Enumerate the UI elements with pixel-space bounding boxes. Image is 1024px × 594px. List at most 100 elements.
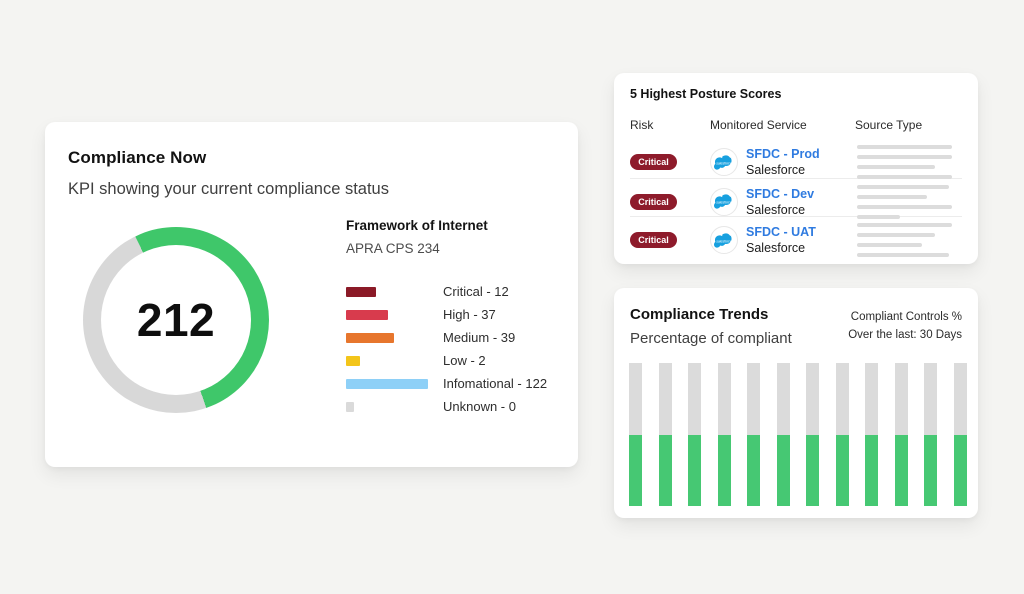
column-header-risk: Risk xyxy=(630,118,654,132)
svg-text:salesforce: salesforce xyxy=(716,200,732,204)
trend-bar-noncompliant-segment xyxy=(953,363,967,435)
trend-bar-noncompliant-segment xyxy=(894,363,908,435)
service-text-block: SFDC - Dev Salesforce xyxy=(746,186,814,218)
column-header-monitored-service: Monitored Service xyxy=(710,118,807,132)
legend-item-label: High - 37 xyxy=(443,307,496,322)
risk-cell: Critical xyxy=(630,154,710,170)
legend-item: Critical - 12 xyxy=(346,280,561,303)
trend-bar-compliant-segment xyxy=(688,434,702,506)
compliance-now-card: Compliance Now KPI showing your current … xyxy=(45,122,578,467)
legend-severity-bar xyxy=(346,309,388,320)
svg-text:salesforce: salesforce xyxy=(716,239,732,243)
service-text-block: SFDC - UAT Salesforce xyxy=(746,224,816,256)
salesforce-icon: salesforce xyxy=(710,148,738,176)
trend-bar xyxy=(806,363,820,506)
trends-header: Compliance Trends Percentage of complian… xyxy=(630,306,962,347)
trend-bar-compliant-segment xyxy=(806,434,820,506)
service-type-label: Salesforce xyxy=(746,241,806,255)
service-text-block: SFDC - Prod Salesforce xyxy=(746,146,820,178)
posture-scores-card: 5 Highest Posture Scores Risk Monitored … xyxy=(614,73,978,264)
trend-bar-compliant-segment xyxy=(776,434,790,506)
monitored-service-cell: salesforce SFDC - Dev Salesforce xyxy=(710,186,855,218)
trend-bar-compliant-segment xyxy=(629,434,642,506)
legend-item-label: Critical - 12 xyxy=(443,284,509,299)
service-type-label: Salesforce xyxy=(746,163,806,177)
trend-bar-noncompliant-segment xyxy=(924,363,938,435)
legend-bar-column xyxy=(346,332,443,343)
trends-meta: Compliant Controls % Over the last: 30 D… xyxy=(848,306,962,347)
compliance-now-subtitle: KPI showing your current compliance stat… xyxy=(68,180,389,198)
skeleton-line xyxy=(857,253,949,257)
severity-legend-list: Critical - 12 High - 37 Medium - 39 xyxy=(346,280,561,418)
donut-hole: 212 xyxy=(101,245,251,395)
legend-item-label: Unknown - 0 xyxy=(443,399,516,414)
trend-bar xyxy=(865,363,879,506)
trend-bar-chart xyxy=(629,363,967,506)
trend-bar-noncompliant-segment xyxy=(717,363,731,435)
trend-bar-noncompliant-segment xyxy=(806,363,820,435)
trend-bar-compliant-segment xyxy=(747,434,761,506)
trend-bar-noncompliant-segment xyxy=(688,363,702,435)
trend-bar xyxy=(776,363,790,506)
trend-bar-noncompliant-segment xyxy=(776,363,790,435)
donut-center-value: 212 xyxy=(136,294,216,346)
legend-bar-column xyxy=(346,378,443,389)
salesforce-icon: salesforce xyxy=(710,187,738,216)
trend-bar xyxy=(629,363,642,506)
trend-bar-compliant-segment xyxy=(865,434,879,506)
trend-bar xyxy=(835,363,849,506)
table-row: Critical salesforce SFDC - UAT Salesforc… xyxy=(630,216,962,257)
skeleton-line xyxy=(857,145,952,149)
skeleton-line xyxy=(857,223,952,227)
trend-bar-compliant-segment xyxy=(953,434,967,506)
trends-meta-period: Over the last: 30 Days xyxy=(848,329,962,341)
trends-title: Compliance Trends xyxy=(630,306,769,323)
trend-bar-noncompliant-segment xyxy=(658,363,672,435)
trend-bar-compliant-segment xyxy=(717,434,731,506)
legend-severity-bar xyxy=(346,286,376,297)
compliance-donut-chart: 212 xyxy=(83,227,269,413)
trends-title-block: Compliance Trends Percentage of complian… xyxy=(630,306,792,347)
skeleton-line xyxy=(857,175,952,179)
service-name-link[interactable]: SFDC - Prod xyxy=(746,147,820,161)
trend-bar-compliant-segment xyxy=(894,434,908,506)
legend-item-label: Low - 2 xyxy=(443,353,486,368)
skeleton-line xyxy=(857,194,927,199)
legend-bar-column xyxy=(346,355,443,366)
risk-cell: Critical xyxy=(630,232,710,248)
trend-bar-noncompliant-segment xyxy=(835,363,849,435)
trend-bar xyxy=(894,363,908,506)
compliance-now-title: Compliance Now xyxy=(68,148,207,167)
legend-item: Infomational - 122 xyxy=(346,372,561,395)
salesforce-icon: salesforce xyxy=(710,226,738,254)
monitored-service-cell: salesforce SFDC - Prod Salesforce xyxy=(710,146,855,178)
trends-subtitle: Percentage of compliant xyxy=(630,330,792,347)
skeleton-line xyxy=(857,243,922,247)
column-header-source-type: Source Type xyxy=(855,118,923,132)
legend-bar-column xyxy=(346,401,443,412)
risk-badge: Critical xyxy=(630,154,677,170)
service-name-link[interactable]: SFDC - UAT xyxy=(746,225,816,239)
skeleton-line xyxy=(857,155,952,159)
legend-item: Medium - 39 xyxy=(346,326,561,349)
trend-bar xyxy=(924,363,938,506)
skeleton-line xyxy=(857,233,935,237)
framework-title: Framework of Internet xyxy=(346,218,488,233)
trends-meta-metric: Compliant Controls % xyxy=(850,311,962,323)
monitored-service-cell: salesforce SFDC - UAT Salesforce xyxy=(710,224,855,256)
trend-bar-compliant-segment xyxy=(924,434,938,506)
service-name-link[interactable]: SFDC - Dev xyxy=(746,186,815,201)
legend-item-label: Medium - 39 xyxy=(443,330,516,345)
legend-bar-column xyxy=(346,309,443,320)
risk-badge: Critical xyxy=(630,232,677,248)
trend-bar xyxy=(658,363,672,506)
risk-badge: Critical xyxy=(630,193,677,210)
source-type-cell xyxy=(855,179,962,225)
trend-bar-noncompliant-segment xyxy=(747,363,761,435)
framework-subtitle: APRA CPS 234 xyxy=(346,241,440,256)
posture-table-body: Critical salesforce SFDC - Prod Salesfor… xyxy=(630,139,962,257)
framework-legend: Framework of Internet APRA CPS 234 Criti… xyxy=(346,218,561,418)
skeleton-line xyxy=(857,204,952,209)
skeleton-line xyxy=(857,184,949,189)
trend-bar xyxy=(747,363,761,506)
